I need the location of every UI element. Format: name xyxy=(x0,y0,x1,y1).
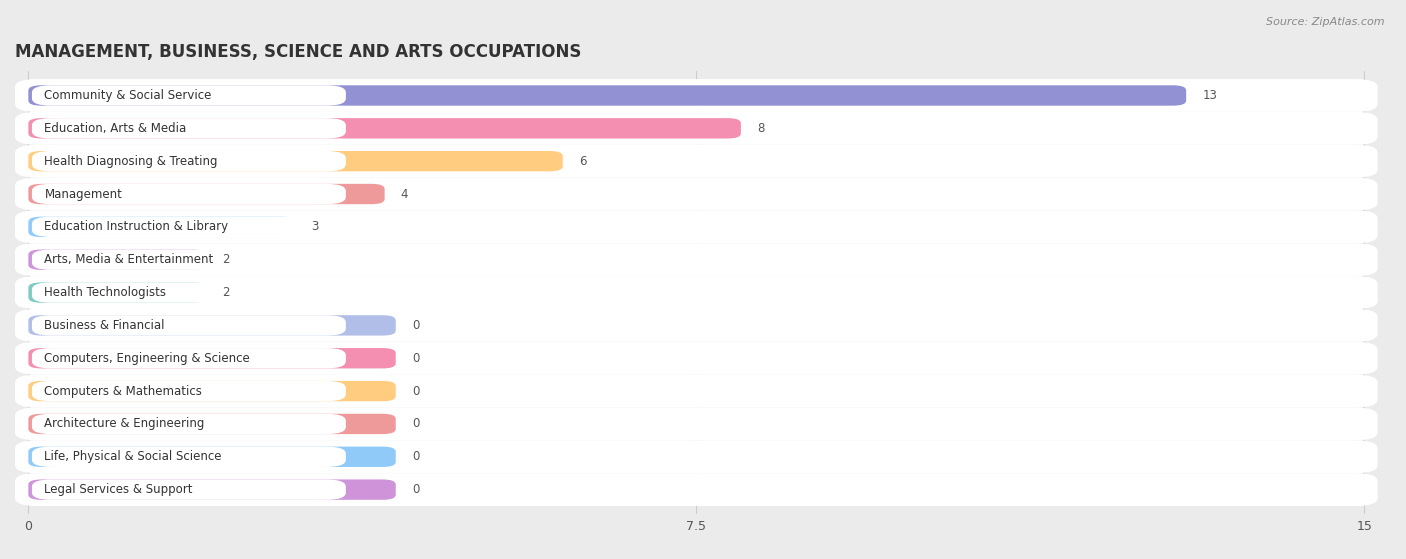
FancyBboxPatch shape xyxy=(15,342,1378,375)
Text: 3: 3 xyxy=(312,220,319,233)
FancyBboxPatch shape xyxy=(28,348,395,368)
FancyBboxPatch shape xyxy=(28,447,395,467)
FancyBboxPatch shape xyxy=(28,151,562,172)
Text: Computers & Mathematics: Computers & Mathematics xyxy=(45,385,202,397)
Text: 0: 0 xyxy=(412,451,419,463)
Text: 8: 8 xyxy=(756,122,765,135)
Text: Management: Management xyxy=(45,187,122,201)
Text: 2: 2 xyxy=(222,253,231,266)
Text: 0: 0 xyxy=(412,385,419,397)
Text: Legal Services & Support: Legal Services & Support xyxy=(45,483,193,496)
FancyBboxPatch shape xyxy=(28,315,395,335)
FancyBboxPatch shape xyxy=(28,414,395,434)
FancyBboxPatch shape xyxy=(32,315,346,335)
Text: Life, Physical & Social Science: Life, Physical & Social Science xyxy=(45,451,222,463)
FancyBboxPatch shape xyxy=(15,309,1378,342)
Text: Business & Financial: Business & Financial xyxy=(45,319,165,332)
FancyBboxPatch shape xyxy=(32,414,346,434)
FancyBboxPatch shape xyxy=(15,440,1378,473)
Text: Community & Social Service: Community & Social Service xyxy=(45,89,212,102)
FancyBboxPatch shape xyxy=(28,480,395,500)
FancyBboxPatch shape xyxy=(28,282,207,303)
FancyBboxPatch shape xyxy=(32,282,346,303)
Text: MANAGEMENT, BUSINESS, SCIENCE AND ARTS OCCUPATIONS: MANAGEMENT, BUSINESS, SCIENCE AND ARTS O… xyxy=(15,43,581,61)
FancyBboxPatch shape xyxy=(15,408,1378,440)
FancyBboxPatch shape xyxy=(15,473,1378,506)
FancyBboxPatch shape xyxy=(15,79,1378,112)
Text: Education, Arts & Media: Education, Arts & Media xyxy=(45,122,187,135)
FancyBboxPatch shape xyxy=(28,249,207,270)
Text: Education Instruction & Library: Education Instruction & Library xyxy=(45,220,229,233)
FancyBboxPatch shape xyxy=(15,112,1378,145)
Text: 0: 0 xyxy=(412,418,419,430)
Text: 0: 0 xyxy=(412,352,419,364)
FancyBboxPatch shape xyxy=(32,381,346,401)
Text: Architecture & Engineering: Architecture & Engineering xyxy=(45,418,205,430)
FancyBboxPatch shape xyxy=(32,348,346,368)
Text: Arts, Media & Entertainment: Arts, Media & Entertainment xyxy=(45,253,214,266)
Text: Health Technologists: Health Technologists xyxy=(45,286,166,299)
Text: Health Diagnosing & Treating: Health Diagnosing & Treating xyxy=(45,155,218,168)
FancyBboxPatch shape xyxy=(28,184,385,204)
FancyBboxPatch shape xyxy=(32,184,346,204)
Text: 4: 4 xyxy=(401,187,408,201)
Text: 0: 0 xyxy=(412,483,419,496)
Text: Source: ZipAtlas.com: Source: ZipAtlas.com xyxy=(1267,17,1385,27)
FancyBboxPatch shape xyxy=(32,249,346,270)
FancyBboxPatch shape xyxy=(15,145,1378,178)
FancyBboxPatch shape xyxy=(28,86,1187,106)
Text: 2: 2 xyxy=(222,286,231,299)
FancyBboxPatch shape xyxy=(15,243,1378,276)
FancyBboxPatch shape xyxy=(15,178,1378,210)
FancyBboxPatch shape xyxy=(15,276,1378,309)
FancyBboxPatch shape xyxy=(32,151,346,172)
FancyBboxPatch shape xyxy=(15,210,1378,243)
Text: Computers, Engineering & Science: Computers, Engineering & Science xyxy=(45,352,250,364)
FancyBboxPatch shape xyxy=(32,480,346,500)
FancyBboxPatch shape xyxy=(28,217,295,237)
Text: 0: 0 xyxy=(412,319,419,332)
FancyBboxPatch shape xyxy=(32,447,346,467)
FancyBboxPatch shape xyxy=(32,86,346,106)
FancyBboxPatch shape xyxy=(32,118,346,139)
FancyBboxPatch shape xyxy=(28,381,395,401)
FancyBboxPatch shape xyxy=(32,217,346,237)
FancyBboxPatch shape xyxy=(15,375,1378,408)
Text: 13: 13 xyxy=(1202,89,1218,102)
FancyBboxPatch shape xyxy=(28,118,741,139)
Text: 6: 6 xyxy=(579,155,586,168)
